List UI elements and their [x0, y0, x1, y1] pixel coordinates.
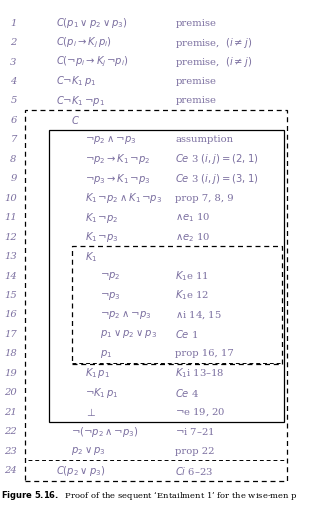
Text: $\neg p_3 \rightarrow K_1\,\neg p_3$: $\neg p_3 \rightarrow K_1\,\neg p_3$ — [85, 172, 150, 186]
Text: $C(p_2 \vee p_3)$: $C(p_2 \vee p_3)$ — [56, 464, 105, 477]
Text: 16: 16 — [4, 310, 17, 320]
Text: 7: 7 — [10, 135, 17, 145]
Text: $C(p_i \rightarrow K_j\,p_i)$: $C(p_i \rightarrow K_j\,p_i)$ — [56, 35, 112, 50]
Text: 24: 24 — [4, 466, 17, 475]
Text: premise: premise — [175, 96, 216, 105]
Text: $\wedge e_1$ 10: $\wedge e_1$ 10 — [175, 211, 211, 224]
Text: $C$: $C$ — [70, 115, 79, 126]
Bar — [72, 246, 282, 364]
Text: prop 16, 17: prop 16, 17 — [175, 349, 234, 358]
Text: $K_1\,\neg p_3$: $K_1\,\neg p_3$ — [85, 230, 119, 244]
Text: $\bot$: $\bot$ — [85, 406, 97, 418]
Text: $K_1\,p_1$: $K_1\,p_1$ — [85, 366, 110, 380]
Text: 6: 6 — [10, 116, 17, 125]
Text: 19: 19 — [4, 369, 17, 378]
Text: $Ci$ 6–23: $Ci$ 6–23 — [175, 465, 213, 476]
Text: $\neg p_2 \rightarrow K_1\,\neg p_2$: $\neg p_2 \rightarrow K_1\,\neg p_2$ — [85, 152, 150, 166]
Text: $K_1\,\neg p_2 \wedge K_1\,\neg p_3$: $K_1\,\neg p_2 \wedge K_1\,\neg p_3$ — [85, 191, 162, 205]
Text: $\wedge$i 14, 15: $\wedge$i 14, 15 — [175, 309, 222, 321]
Text: $Ce$ 1: $Ce$ 1 — [175, 328, 199, 341]
Text: $C(p_1 \vee p_2 \vee p_3)$: $C(p_1 \vee p_2 \vee p_3)$ — [56, 16, 128, 30]
Text: $p_2 \vee p_3$: $p_2 \vee p_3$ — [70, 445, 105, 457]
Text: $\wedge e_2$ 10: $\wedge e_2$ 10 — [175, 231, 211, 244]
Text: 21: 21 — [4, 408, 17, 417]
Text: premise: premise — [175, 19, 216, 27]
Text: $\neg p_2 \wedge \neg p_3$: $\neg p_2 \wedge \neg p_3$ — [85, 134, 136, 146]
Text: $\neg p_3$: $\neg p_3$ — [100, 290, 120, 301]
Text: premise,  $(i \neq j)$: premise, $(i \neq j)$ — [175, 36, 253, 49]
Text: premise,  $(i \neq j)$: premise, $(i \neq j)$ — [175, 55, 253, 69]
Text: $C(\neg p_i \rightarrow K_j\,\neg p_i)$: $C(\neg p_i \rightarrow K_j\,\neg p_i)$ — [56, 55, 128, 69]
Text: $\mathbf{Figure\ 5.16.}$  Proof of the sequent ‘Entailment 1’ for the wise-men p: $\mathbf{Figure\ 5.16.}$ Proof of the se… — [1, 489, 297, 502]
Text: prop 22: prop 22 — [175, 447, 215, 456]
Text: $Ce$ 4: $Ce$ 4 — [175, 387, 200, 399]
Text: $p_1 \vee p_2 \vee p_3$: $p_1 \vee p_2 \vee p_3$ — [100, 328, 157, 341]
Text: 17: 17 — [4, 330, 17, 339]
Text: 22: 22 — [4, 427, 17, 436]
Text: 9: 9 — [10, 174, 17, 183]
Text: 8: 8 — [10, 155, 17, 164]
Bar — [26, 110, 288, 481]
Text: 15: 15 — [4, 291, 17, 300]
Text: 18: 18 — [4, 349, 17, 358]
Text: $K_1$e 11: $K_1$e 11 — [175, 269, 209, 283]
Text: $K_1$: $K_1$ — [85, 250, 98, 264]
Text: $Ce$ 3 $(i,j)=(3,1)$: $Ce$ 3 $(i,j)=(3,1)$ — [175, 172, 259, 186]
Text: 23: 23 — [4, 447, 17, 456]
Text: $\neg(\neg p_2 \wedge \neg p_3)$: $\neg(\neg p_2 \wedge \neg p_3)$ — [70, 425, 138, 439]
Text: $K_1\,\neg p_2$: $K_1\,\neg p_2$ — [85, 211, 119, 224]
Text: 13: 13 — [4, 252, 17, 261]
Text: 14: 14 — [4, 272, 17, 280]
Text: $\neg K_1\,p_1$: $\neg K_1\,p_1$ — [85, 386, 119, 400]
Text: 2: 2 — [10, 38, 17, 47]
Text: assumption: assumption — [175, 135, 233, 145]
Text: 4: 4 — [10, 77, 17, 86]
Text: $K_1$i 13–18: $K_1$i 13–18 — [175, 366, 225, 380]
Text: $C{\neg}K_1\,{\neg}p_1$: $C{\neg}K_1\,{\neg}p_1$ — [56, 94, 105, 108]
Text: $\neg$e 19, 20: $\neg$e 19, 20 — [175, 407, 226, 418]
Text: 1: 1 — [10, 19, 17, 27]
Text: $\neg$i 7–21: $\neg$i 7–21 — [175, 426, 215, 437]
Text: premise: premise — [175, 77, 216, 86]
Text: $p_1$: $p_1$ — [100, 348, 112, 360]
Text: 11: 11 — [4, 213, 17, 222]
Text: $\neg p_2$: $\neg p_2$ — [100, 270, 120, 282]
Text: 3: 3 — [10, 58, 17, 67]
Text: 5: 5 — [10, 96, 17, 105]
Bar — [49, 130, 285, 422]
Text: $\neg p_2 \wedge \neg p_3$: $\neg p_2 \wedge \neg p_3$ — [100, 309, 151, 321]
Text: 20: 20 — [4, 388, 17, 398]
Text: 12: 12 — [4, 233, 17, 242]
Text: $Ce$ 3 $(i,j)=(2,1)$: $Ce$ 3 $(i,j)=(2,1)$ — [175, 152, 259, 166]
Text: prop 7, 8, 9: prop 7, 8, 9 — [175, 194, 234, 203]
Text: $K_1$e 12: $K_1$e 12 — [175, 289, 209, 302]
Text: 10: 10 — [4, 194, 17, 203]
Text: $C{\neg}K_1\,p_1$: $C{\neg}K_1\,p_1$ — [56, 74, 96, 89]
